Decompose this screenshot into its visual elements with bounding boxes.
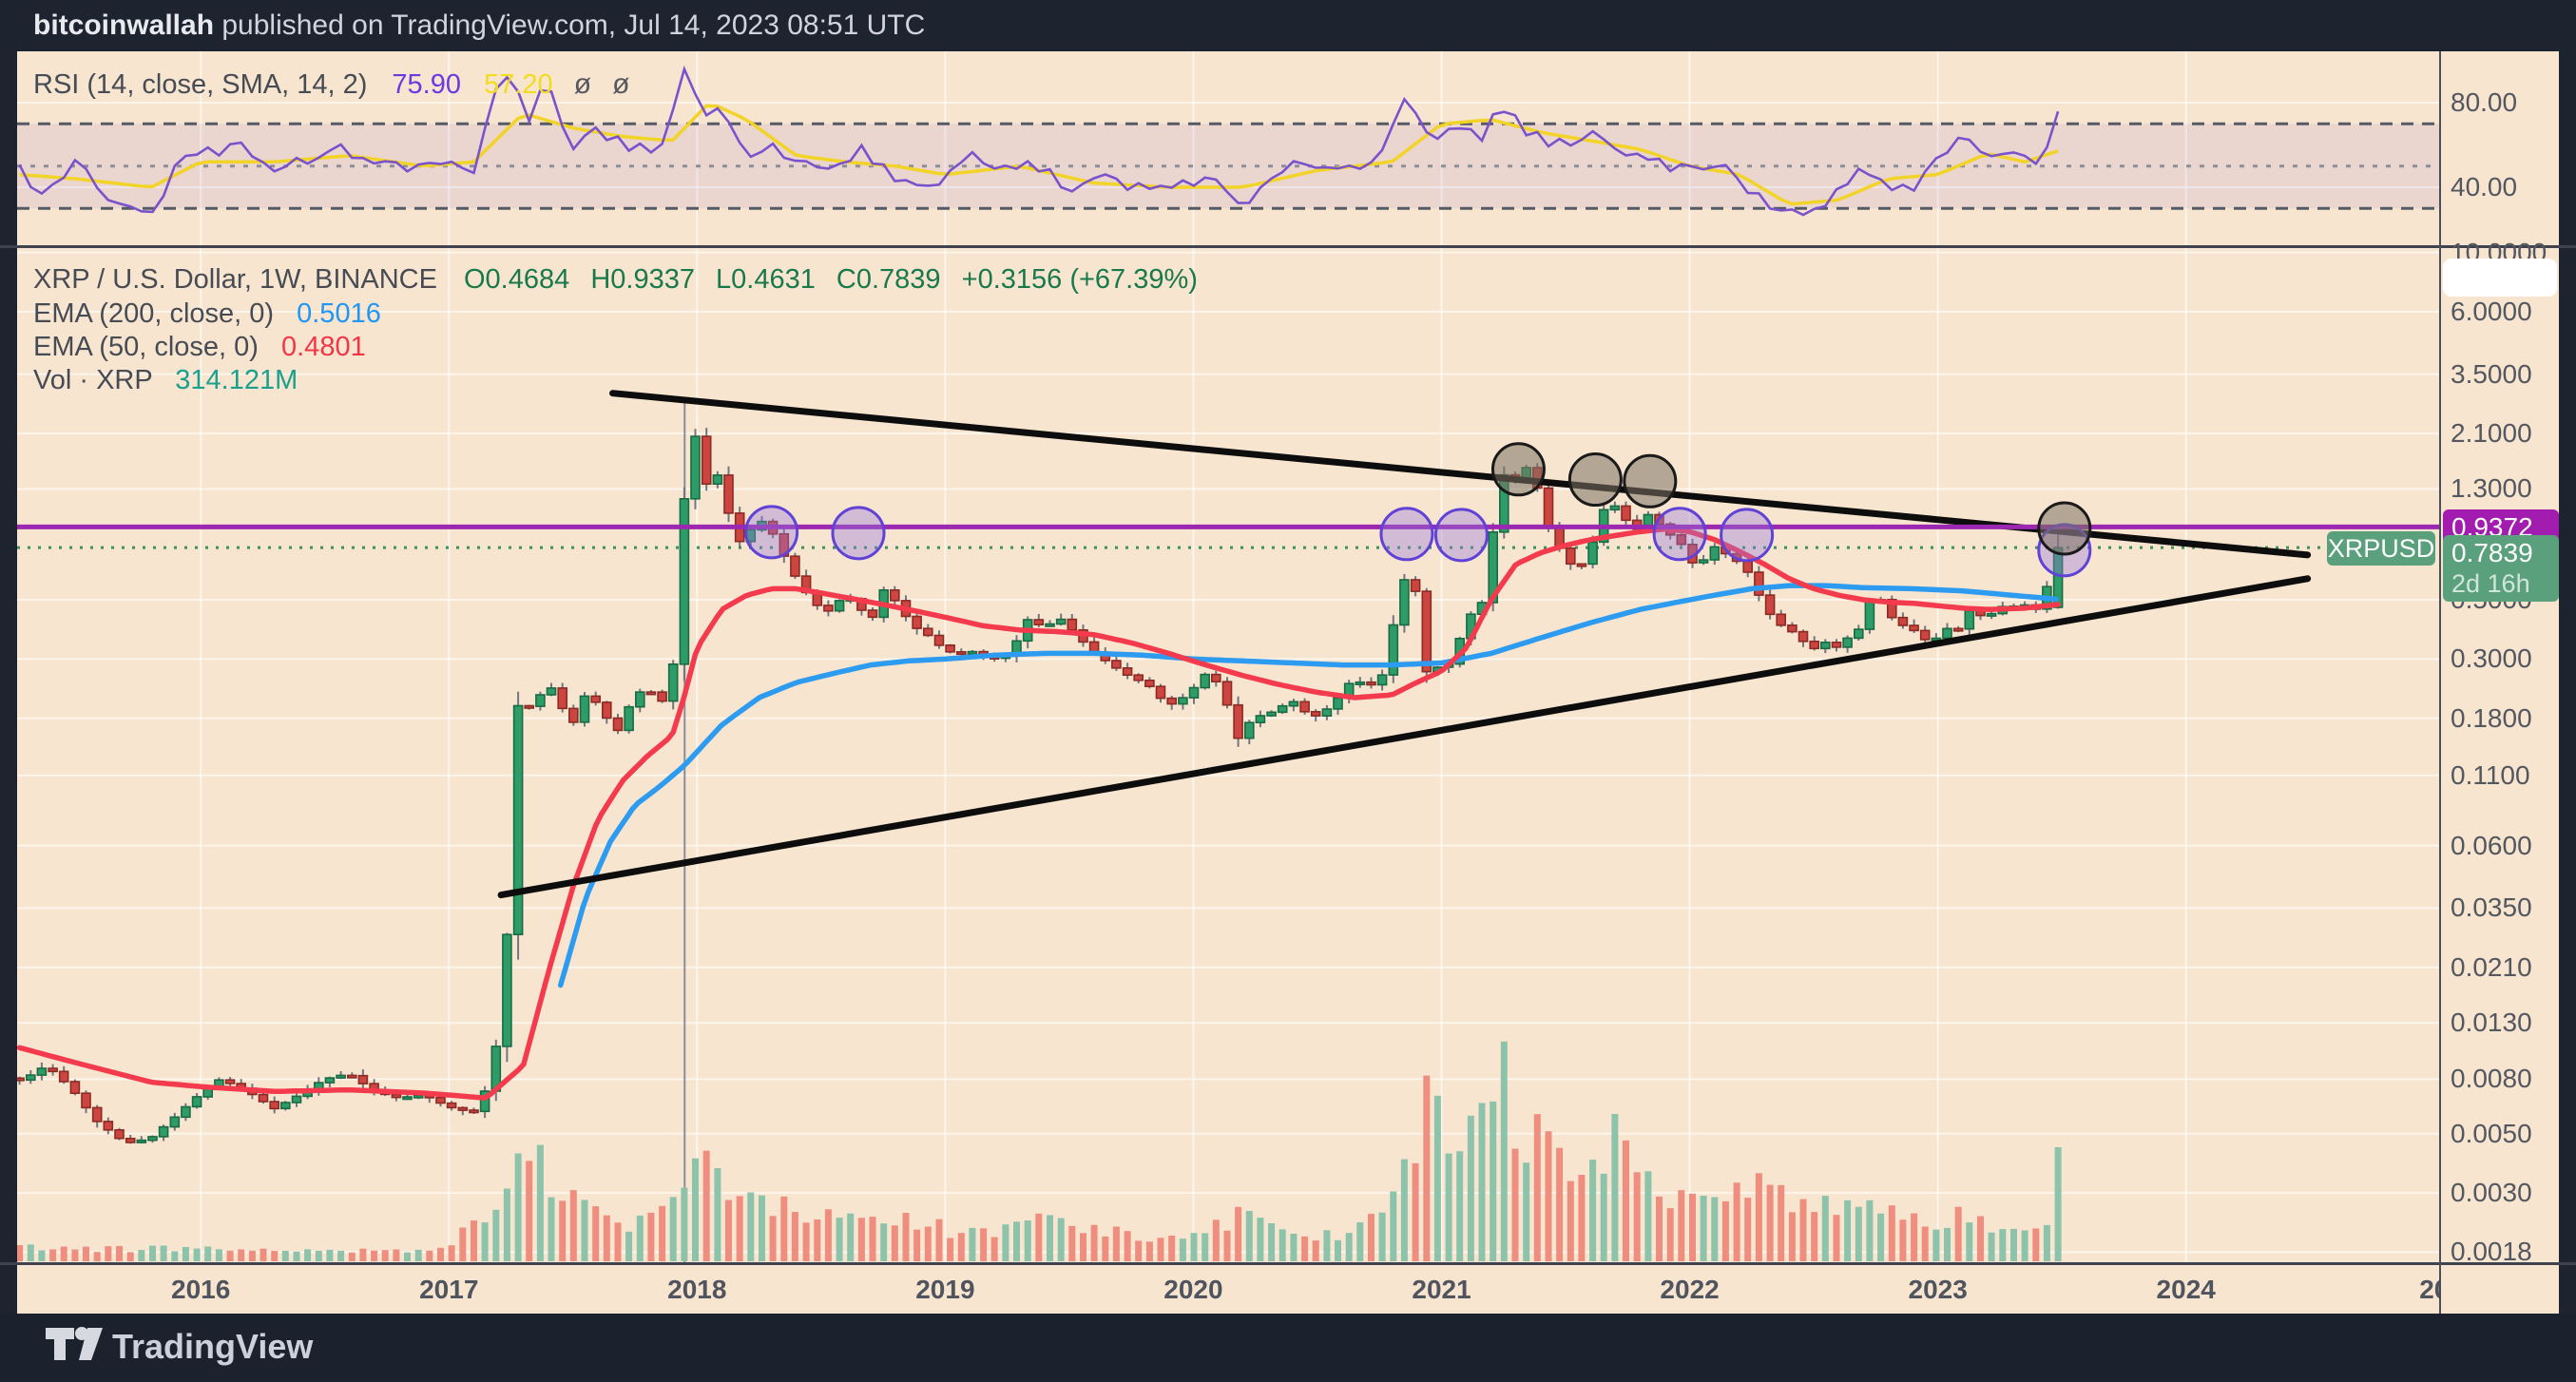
ema50-line xyxy=(17,526,2061,1102)
blank-label-overlay xyxy=(2443,259,2557,297)
chart-background xyxy=(0,51,2576,1314)
price-axis-label: 0.0018 xyxy=(2451,1237,2532,1267)
price-axis-label: 2.1000 xyxy=(2451,417,2532,448)
price-pane[interactable] xyxy=(15,247,2439,1262)
last-price-tag: 0.7839 2d 16h xyxy=(2443,535,2559,602)
time-axis-label: 2020 xyxy=(1163,1275,1223,1304)
price-axis-label: 0.3000 xyxy=(2451,643,2532,674)
rsi-sma-value: 57.20 xyxy=(484,69,553,100)
time-axis-label: 2023 xyxy=(1908,1275,1968,1304)
header-caption: published on TradingView.com, Jul 14, 20… xyxy=(214,10,926,41)
rsi-legend-label: RSI (14, close, SMA, 14, 2) xyxy=(33,69,368,100)
hide-rsi-icon[interactable]: ø xyxy=(573,68,592,100)
open-value: O0.4684 xyxy=(463,264,570,295)
price-axis-label: 0.0210 xyxy=(2451,951,2532,982)
price-axis-label: 0.0600 xyxy=(2451,830,2532,860)
header-bar: bitcoinwallah published on TradingView.c… xyxy=(0,0,2576,51)
volume-bars xyxy=(17,1041,2062,1261)
price-axis-border xyxy=(2439,51,2441,1314)
purple-circle-annotation[interactable] xyxy=(744,505,799,560)
gray-circle-annotation[interactable] xyxy=(2037,501,2092,556)
price-axis-label: 0.1800 xyxy=(2451,702,2532,733)
price-axis-label: 0.0350 xyxy=(2451,893,2532,923)
author-name: bitcoinwallah xyxy=(33,10,215,41)
time-axis-label: 2021 xyxy=(1412,1275,1471,1304)
price-axis-label: 0.0080 xyxy=(2451,1064,2532,1094)
price-axis-label: 0.0130 xyxy=(2451,1008,2532,1038)
ema50-label: EMA (50, close, 0) xyxy=(33,332,259,362)
gray-circle-annotation[interactable] xyxy=(1490,442,1546,497)
ema50-legend-row: EMA (50, close, 0) 0.4801 xyxy=(33,332,366,363)
rsi-pane[interactable] xyxy=(17,51,2439,245)
time-axis-label: 2024 xyxy=(2156,1275,2216,1304)
hide-rsi-sma-icon[interactable]: ø xyxy=(612,68,630,100)
rsi-value: 75.90 xyxy=(392,69,461,100)
price-axis-label: 0.0050 xyxy=(2451,1118,2532,1148)
rsi-line xyxy=(18,65,2060,217)
purple-circle-annotation[interactable] xyxy=(1720,508,1775,563)
time-axis-label: 2017 xyxy=(419,1275,479,1304)
left-frame xyxy=(0,51,17,1314)
change-value: +0.3156 (+67.39%) xyxy=(961,264,1198,295)
price-axis-label: 0.1100 xyxy=(2451,759,2530,790)
symbol-legend-row: XRP / U.S. Dollar, 1W, BINANCE O0.4684 H… xyxy=(33,264,1198,296)
purple-circle-annotation[interactable] xyxy=(1433,508,1489,563)
time-axis-separator xyxy=(0,1262,2576,1265)
pane-separator[interactable] xyxy=(0,245,2576,248)
time-axis-label: 20 xyxy=(2419,1275,2439,1304)
time-axis-label: 2022 xyxy=(1660,1275,1720,1304)
gray-circle-annotation[interactable] xyxy=(1623,453,1678,509)
ema200-value: 0.5016 xyxy=(297,298,381,329)
ema200-label: EMA (200, close, 0) xyxy=(33,298,275,329)
symbol-price-label: XRPUSD xyxy=(2327,531,2435,566)
bar-countdown: 2d 16h xyxy=(2451,569,2530,598)
price-axis-label: 6.0000 xyxy=(2451,296,2532,326)
footer-bar: TradingView xyxy=(0,1314,2576,1382)
ema50-value: 0.4801 xyxy=(281,332,366,362)
price-axis-label: 0.0030 xyxy=(2451,1178,2532,1208)
high-value: H0.9337 xyxy=(590,264,695,295)
time-axis-label: 2019 xyxy=(915,1275,975,1304)
volume-legend-row: Vol · XRP 314.121M xyxy=(33,365,298,396)
purple-circle-annotation[interactable] xyxy=(1379,507,1434,562)
right-frame xyxy=(2559,51,2576,1314)
close-value: C0.7839 xyxy=(836,264,941,295)
rsi-axis-label: 40.00 xyxy=(2451,172,2518,202)
symbol-title: XRP / U.S. Dollar, 1W, BINANCE xyxy=(33,264,437,295)
volume-label: Vol · XRP xyxy=(33,365,153,395)
purple-circle-annotation[interactable] xyxy=(831,506,886,561)
price-axis-label: 3.5000 xyxy=(2451,358,2532,389)
rsi-legend: RSI (14, close, SMA, 14, 2) 75.90 57.20 … xyxy=(33,68,629,101)
tradingview-brand: TradingView xyxy=(112,1327,314,1366)
ema200-legend-row: EMA (200, close, 0) 0.5016 xyxy=(33,298,381,330)
time-axis-label: 2016 xyxy=(171,1275,231,1304)
price-axis-label: 1.3000 xyxy=(2451,473,2532,504)
low-value: L0.4631 xyxy=(716,264,816,295)
rsi-axis-label: 80.00 xyxy=(2451,87,2518,118)
time-axis-label: 2018 xyxy=(667,1275,727,1304)
volume-value: 314.121M xyxy=(175,365,298,395)
tradingview-logo-icon xyxy=(46,1327,103,1360)
time-axis[interactable]: 2016 2017 2018 2019 2020 2021 2022 2023 2024 20 xyxy=(17,1265,2439,1314)
gray-circle-annotation[interactable] xyxy=(1567,452,1623,508)
purple-circle-annotation[interactable] xyxy=(1652,507,1707,562)
trendline-ascending-support[interactable] xyxy=(497,575,2312,899)
